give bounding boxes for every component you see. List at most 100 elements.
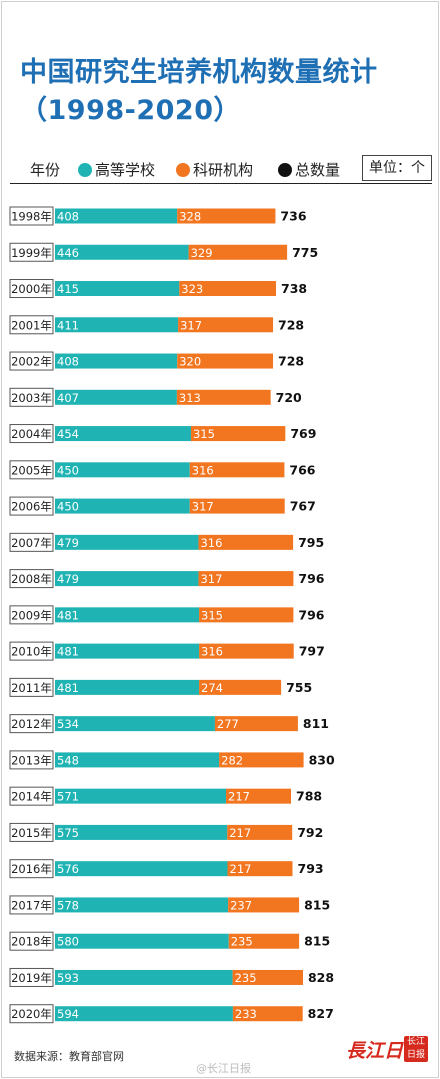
data-label-research: 217 xyxy=(230,862,252,876)
year-tick-label: 2016年 xyxy=(11,862,52,876)
data-label-total: 793 xyxy=(298,861,324,876)
data-label-universities: 415 xyxy=(57,282,79,296)
year-label-box xyxy=(9,605,54,625)
data-label-total: 736 xyxy=(280,209,306,224)
data-label-research: 282 xyxy=(221,753,243,767)
data-label-research: 315 xyxy=(201,608,223,622)
bar-universities xyxy=(55,824,228,840)
year-label-box xyxy=(9,387,54,407)
year-tick-label: 2020年 xyxy=(11,1007,52,1021)
data-label-universities: 450 xyxy=(57,500,79,514)
year-label-box xyxy=(9,750,54,770)
year-tick-label: 2019年 xyxy=(11,971,52,985)
year-tick-label: 2009年 xyxy=(11,608,52,622)
legend-bar: 年份 高等学校 科研机构 总数量 单位：个 xyxy=(10,155,432,184)
legend-item-research: 科研机构 xyxy=(176,159,253,180)
year-label-box xyxy=(9,424,54,444)
year-tick-label: 2014年 xyxy=(11,790,52,804)
data-label-research: 233 xyxy=(235,1007,257,1021)
data-label-universities: 479 xyxy=(57,536,79,550)
bar-research xyxy=(228,897,300,913)
bar-universities xyxy=(55,389,177,405)
data-label-universities: 411 xyxy=(57,318,79,332)
year-label-box xyxy=(9,931,54,951)
bar-research xyxy=(219,752,304,768)
data-label-total: 815 xyxy=(304,934,330,949)
bar-research xyxy=(177,208,276,224)
year-tick-label: 2010年 xyxy=(11,645,52,659)
year-tick-label: 2005年 xyxy=(11,463,52,477)
data-label-total: 769 xyxy=(290,426,316,441)
data-label-research: 313 xyxy=(179,391,201,405)
bar-research xyxy=(178,317,274,333)
bar-research xyxy=(227,824,293,840)
bar-universities xyxy=(55,897,229,913)
year-tick-label: 2011年 xyxy=(11,681,52,695)
bar-research xyxy=(198,571,294,587)
bar-universities xyxy=(55,462,190,478)
year-label-box xyxy=(9,315,54,335)
data-label-universities: 580 xyxy=(57,935,79,949)
bar-universities xyxy=(55,679,200,695)
bar-universities xyxy=(55,353,178,369)
year-label-box xyxy=(9,714,54,734)
bar-universities xyxy=(55,426,191,442)
bar-universities xyxy=(55,317,179,333)
bar-universities xyxy=(55,281,180,297)
data-label-universities: 571 xyxy=(57,790,79,804)
data-label-total: 788 xyxy=(296,789,322,804)
year-label-box xyxy=(9,242,54,262)
data-label-universities: 481 xyxy=(57,608,79,622)
data-label-total: 792 xyxy=(297,825,323,840)
data-label-research: 323 xyxy=(181,282,203,296)
bar-research xyxy=(189,462,285,478)
data-label-universities: 408 xyxy=(57,355,79,369)
bar-universities xyxy=(55,607,200,623)
year-tick-label: 2008年 xyxy=(11,572,52,586)
data-label-universities: 408 xyxy=(57,210,79,224)
year-tick-label: 2004年 xyxy=(11,427,52,441)
year-tick-label: 2018年 xyxy=(11,935,52,949)
year-label-box xyxy=(9,859,54,879)
bar-universities xyxy=(55,534,199,550)
data-label-universities: 548 xyxy=(57,753,79,767)
data-label-universities: 534 xyxy=(57,717,79,731)
data-label-research: 317 xyxy=(200,572,222,586)
bar-universities xyxy=(55,498,190,514)
year-label-box xyxy=(9,641,54,661)
bar-universities xyxy=(55,244,189,260)
data-label-research: 277 xyxy=(217,717,239,731)
data-label-universities: 407 xyxy=(57,391,79,405)
data-label-total: 728 xyxy=(278,317,304,332)
bar-research xyxy=(199,643,294,659)
data-label-total: 795 xyxy=(298,535,324,550)
data-label-universities: 446 xyxy=(57,246,79,260)
data-label-universities: 578 xyxy=(57,898,79,912)
year-label-box xyxy=(9,279,54,299)
data-label-research: 317 xyxy=(192,500,214,514)
data-label-universities: 594 xyxy=(57,1007,79,1021)
year-label-box xyxy=(9,496,54,516)
data-label-total: 767 xyxy=(290,499,316,514)
data-label-total: 755 xyxy=(286,680,312,695)
year-tick-label: 2012年 xyxy=(11,717,52,731)
year-label-box xyxy=(9,967,54,987)
teal-dot-icon xyxy=(78,162,92,177)
bar-research xyxy=(198,534,294,550)
year-tick-label: 1999年 xyxy=(11,246,52,260)
bar-universities xyxy=(55,861,228,877)
bar-universities xyxy=(55,208,178,224)
title-line-2: （1998-2020） xyxy=(20,95,241,126)
bar-research xyxy=(190,426,286,442)
orange-dot-icon xyxy=(176,162,190,177)
title-line-1: 中国研究生培养机构数量统计 xyxy=(20,57,378,88)
bar-research xyxy=(199,679,282,695)
data-label-research: 316 xyxy=(200,536,222,550)
unit-label: 单位：个 xyxy=(362,155,432,181)
data-label-universities: 481 xyxy=(57,681,79,695)
bar-research xyxy=(228,933,300,949)
watermark: @长江日报 xyxy=(196,1062,251,1075)
year-label-box xyxy=(9,460,54,480)
bar-research xyxy=(232,1006,303,1022)
